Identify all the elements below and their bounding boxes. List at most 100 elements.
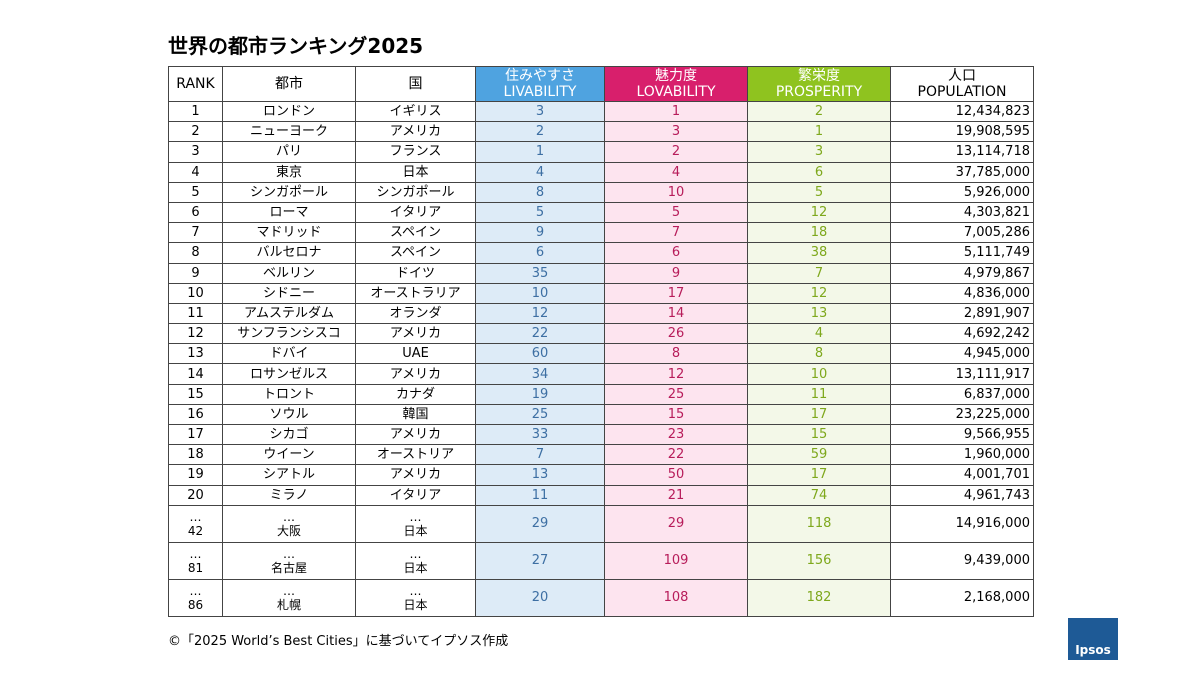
table-row: 7 マドリッド スペイン 9 7 18 7,005,286 <box>168 222 1034 244</box>
table-cell: 日本 <box>355 161 476 183</box>
cell-text: 5 <box>535 205 545 221</box>
cell-text: カナダ <box>395 386 435 402</box>
cell-text: 4,979,867 <box>963 265 1030 281</box>
table-cell: 2 <box>475 121 605 143</box>
table-row: 16 ソウル 韓国 25 15 17 23,225,000 <box>168 403 1034 426</box>
table-cell: 12,434,823 <box>890 100 1034 123</box>
cell-text: 7,005,286 <box>963 225 1030 241</box>
table-cell: アメリカ <box>355 464 476 486</box>
table-cell: オランダ <box>355 302 476 325</box>
table-row: 14 ロサンゼルス アメリカ 34 12 10 13,111,917 <box>168 363 1034 385</box>
table-cell: 9 <box>168 262 223 284</box>
table-row: … 81… 名古屋… 日本 27 109 156 9,439,000 <box>168 541 1034 580</box>
table-row: 20 ミラノ イタリア 11 21 74 4,961,743 <box>168 484 1034 506</box>
cell-text: 東京 <box>275 164 302 180</box>
table-cell: 1 <box>747 121 891 143</box>
table-cell: 5,926,000 <box>890 181 1034 203</box>
cell-text: 日本 <box>402 164 429 180</box>
table-cell: 13 <box>747 302 891 325</box>
cell-text: 19,908,595 <box>955 124 1030 140</box>
cell-text: 17 <box>667 285 685 301</box>
table-cell: 15 <box>747 423 891 446</box>
cell-text: 1 <box>814 124 824 140</box>
cell-text: 9 <box>191 265 200 281</box>
cell-text: 25 <box>531 406 549 422</box>
cell-text: 109 <box>663 553 689 569</box>
cell-text: 74 <box>810 487 828 503</box>
cell-text: 4,692,242 <box>963 326 1030 342</box>
table-cell: ローマ <box>222 201 356 224</box>
cell-text: 5 <box>814 184 824 200</box>
cell-text: アメリカ <box>389 326 442 342</box>
cell-text: 9,439,000 <box>963 553 1030 569</box>
cell-text: 3 <box>191 144 200 160</box>
table-cell: 東京 <box>222 161 356 183</box>
table-row: 1 ロンドン イギリス 3 1 2 12,434,823 <box>168 100 1034 123</box>
ellipsis: … <box>283 583 295 598</box>
table-cell: 23 <box>604 423 748 446</box>
table-cell: パリ <box>222 141 356 163</box>
table-cell: … 日本 <box>355 504 476 543</box>
cell-text: 35 <box>531 265 549 281</box>
cell-text: 4,961,743 <box>963 487 1030 503</box>
table-cell: オーストリア <box>355 444 476 466</box>
table-cell: 6 <box>747 161 891 183</box>
table-cell: 15 <box>168 383 223 405</box>
header-cell: 魅力度 LOVABILITY <box>604 66 748 102</box>
table-cell: 33 <box>475 423 605 446</box>
table-cell: 4,961,743 <box>890 484 1034 506</box>
cell-text: 7 <box>671 225 681 241</box>
header-text: 住みやすさ <box>505 68 575 84</box>
cell-text: 日本 <box>403 560 428 575</box>
cell-text: 12 <box>667 366 685 382</box>
cell-text: フランス <box>389 144 442 160</box>
table-row: 11 アムステルダム オランダ 12 14 13 2,891,907 <box>168 302 1034 325</box>
cell-text: スペイン <box>389 225 442 241</box>
cell-text: シカゴ <box>269 427 309 443</box>
cell-text: 86 <box>187 597 204 612</box>
footer: ©「2025 World’s Best Cities」に基づいてイプソス作成 <box>168 634 509 649</box>
table-cell: 11 <box>747 383 891 405</box>
cell-text: 156 <box>806 553 832 569</box>
table-cell: 8 <box>168 242 223 264</box>
table-cell: 9,439,000 <box>890 541 1034 580</box>
cell-text: オーストラリア <box>370 285 461 301</box>
cell-text: 日本 <box>403 523 428 538</box>
cell-text: 7 <box>191 225 200 241</box>
table-cell: 11 <box>168 302 223 325</box>
table-cell: 2 <box>168 121 223 143</box>
cell-text: 10 <box>667 184 685 200</box>
table-cell: 13 <box>168 343 223 365</box>
table-cell: 25 <box>475 403 605 426</box>
title: 世界の都市ランキング2025 <box>168 34 424 58</box>
cell-text: シンガポール <box>249 184 328 200</box>
cell-text: 50 <box>667 467 685 483</box>
table-cell: 17 <box>168 423 223 446</box>
table-cell: 118 <box>747 504 891 543</box>
table-cell: 12 <box>747 282 891 304</box>
cell-text: 34 <box>531 366 549 382</box>
table-cell: 108 <box>604 578 748 617</box>
table-cell: ニューヨーク <box>222 121 356 143</box>
cell-text: トロント <box>262 386 315 402</box>
table-row: 10 シドニー オーストラリア 10 17 12 4,836,000 <box>168 282 1034 304</box>
table-cell: 5 <box>168 181 223 203</box>
cell-text: 15 <box>187 386 204 402</box>
table-cell: … 81 <box>168 541 223 580</box>
cell-text: 59 <box>810 447 828 463</box>
table-cell: 12 <box>168 323 223 345</box>
cell-text: 12 <box>531 305 549 321</box>
table-cell: 6 <box>168 201 223 224</box>
header-text: LIVABILITY <box>503 84 577 100</box>
cell-text: 18 <box>810 225 828 241</box>
table-cell: 7 <box>604 222 748 244</box>
table-cell: 12 <box>604 363 748 385</box>
table-cell: 1,960,000 <box>890 444 1034 466</box>
table-cell: 156 <box>747 541 891 580</box>
cell-text: 13 <box>531 467 549 483</box>
table-cell: ロサンゼルス <box>222 363 356 385</box>
table-cell: 4,001,701 <box>890 464 1034 486</box>
cell-text: 2 <box>191 124 200 140</box>
cell-text: バルセロナ <box>256 245 322 261</box>
cell-text: 21 <box>667 487 685 503</box>
